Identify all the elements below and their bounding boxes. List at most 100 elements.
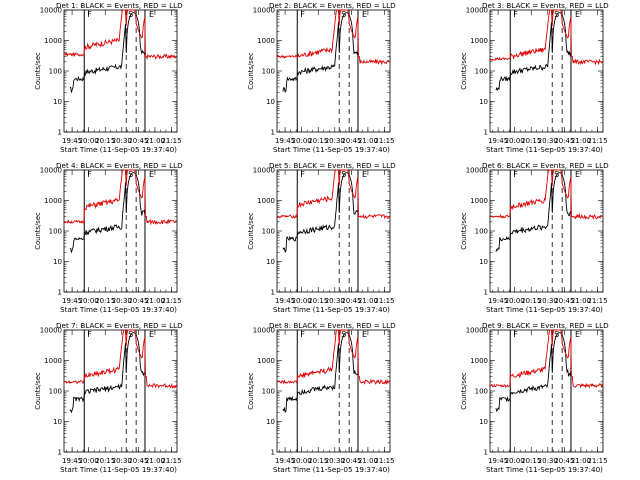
y-tick-label: 10000: [253, 7, 275, 15]
y-tick-label: 1: [58, 289, 62, 297]
y-tick-label: 10000: [466, 167, 488, 175]
lld-series-line: [64, 9, 177, 61]
y-tick-label: 10000: [466, 327, 488, 335]
chart-title: Det 6: BLACK = Events, RED = LLD: [482, 161, 609, 170]
x-tick-label: 20:30: [112, 297, 132, 305]
lld-series-line: [490, 329, 603, 389]
detector-panel-1: Det 1: BLACK = Events, RED = LLD 1 10 100 10…: [34, 1, 183, 154]
x-tick-label: 21:00: [571, 457, 591, 465]
events-series-line: [495, 332, 572, 412]
x-axis-label: Start Time (11-Sep-05 19:37:40): [60, 145, 177, 154]
detector-panel-4: Det 4: BLACK = Events, RED = LLD 1 10 100 10…: [34, 161, 183, 314]
x-tick-label: 20:00: [292, 137, 312, 145]
detector-panel-8: Det 8: BLACK = Events, RED = LLD 1 10 100 10…: [247, 321, 396, 474]
x-tick-label: 20:15: [308, 137, 328, 145]
x-tick-label: 19:45: [62, 297, 82, 305]
lld-series-line: [64, 329, 177, 390]
y-tick-label: 10: [266, 418, 275, 426]
y-tick-label: 1000: [470, 357, 488, 365]
event-marker-letter: F: [300, 10, 305, 19]
y-tick-label: 10000: [40, 7, 62, 15]
x-tick-label: 20:45: [554, 457, 574, 465]
x-tick-label: 20:15: [521, 457, 541, 465]
x-axis-label: Start Time (11-Sep-05 19:37:40): [486, 465, 603, 474]
x-tick-label: 21:15: [161, 457, 181, 465]
x-tick-label: 20:15: [308, 297, 328, 305]
y-tick-label: 1: [484, 129, 488, 137]
x-axis-label: Start Time (11-Sep-05 19:37:40): [486, 305, 603, 314]
chart-title: Det 5: BLACK = Events, RED = LLD: [269, 161, 396, 170]
x-tick-label: 21:15: [374, 457, 394, 465]
x-tick-label: 20:00: [79, 297, 99, 305]
chart-title: Det 1: BLACK = Events, RED = LLD: [56, 1, 183, 10]
event-marker-letter: F: [87, 10, 92, 19]
x-tick-label: 21:00: [571, 297, 591, 305]
x-tick-label: 20:15: [521, 297, 541, 305]
event-marker-letter: E: [575, 10, 580, 19]
lld-series-line: [277, 329, 390, 386]
y-tick-label: 1: [58, 129, 62, 137]
x-tick-label: 20:00: [505, 297, 525, 305]
y-tick-label: 100: [475, 388, 488, 396]
y-tick-label: 10000: [40, 327, 62, 335]
y-axis-label: Counts/sec: [460, 212, 468, 250]
y-tick-label: 1000: [470, 37, 488, 45]
x-tick-label: 21:15: [587, 297, 607, 305]
x-tick-label: 19:45: [488, 457, 508, 465]
event-marker-letter: E: [149, 10, 154, 19]
x-tick-label: 20:30: [538, 297, 558, 305]
events-series-line: [282, 12, 359, 93]
y-tick-label: 1000: [470, 197, 488, 205]
y-axis-label: Counts/sec: [460, 372, 468, 410]
y-tick-label: 100: [49, 388, 62, 396]
x-tick-label: 20:45: [128, 297, 148, 305]
plot-frame: [276, 329, 391, 453]
event-marker-letter: E: [362, 10, 367, 19]
event-marker-letter: F: [513, 170, 518, 179]
x-tick-label: 19:45: [275, 137, 295, 145]
detector-panel-7: Det 7: BLACK = Events, RED = LLD 1 10 100 10…: [34, 321, 183, 474]
chart-title: Det 9: BLACK = Events, RED = LLD: [482, 321, 609, 330]
detector-panel-5: Det 5: BLACK = Events, RED = LLD 1 10 100 10…: [247, 161, 396, 314]
x-tick-label: 21:15: [161, 297, 181, 305]
y-tick-label: 10: [479, 258, 488, 266]
plot-frame: [63, 329, 178, 453]
events-series-line: [69, 172, 146, 254]
x-axis-label: Start Time (11-Sep-05 19:37:40): [60, 305, 177, 314]
detector-panel-6: Det 6: BLACK = Events, RED = LLD 1 10 100 10…: [460, 161, 609, 314]
chart-title: Det 8: BLACK = Events, RED = LLD: [269, 321, 396, 330]
x-tick-label: 20:30: [325, 457, 345, 465]
x-tick-label: 20:00: [292, 457, 312, 465]
y-axis-label: Counts/sec: [247, 52, 255, 90]
y-tick-label: 10000: [40, 167, 62, 175]
y-axis-label: Counts/sec: [34, 52, 42, 90]
x-tick-label: 21:15: [374, 297, 394, 305]
lld-series-line: [490, 169, 603, 221]
y-tick-label: 1000: [44, 197, 62, 205]
x-axis-label: Start Time (11-Sep-05 19:37:40): [60, 465, 177, 474]
y-tick-label: 1000: [44, 37, 62, 45]
x-tick-label: 20:30: [112, 457, 132, 465]
x-tick-label: 21:15: [587, 137, 607, 145]
y-tick-label: 1000: [44, 357, 62, 365]
x-tick-label: 19:45: [62, 457, 82, 465]
x-tick-label: 20:30: [112, 137, 132, 145]
x-tick-label: 21:15: [587, 457, 607, 465]
x-tick-label: 20:45: [341, 457, 361, 465]
x-tick-label: 20:30: [325, 137, 345, 145]
event-marker-letter: E: [362, 170, 367, 179]
event-marker-letter: F: [300, 170, 305, 179]
y-tick-label: 10: [266, 258, 275, 266]
x-tick-label: 20:15: [95, 457, 115, 465]
detector-panel-2: Det 2: BLACK = Events, RED = LLD 1 10 100 10…: [247, 1, 396, 154]
x-tick-label: 20:15: [95, 137, 115, 145]
x-tick-label: 21:15: [374, 137, 394, 145]
plot-frame: [276, 9, 391, 133]
x-tick-label: 20:45: [128, 457, 148, 465]
plot-frame: [489, 9, 604, 133]
x-tick-label: 20:00: [292, 297, 312, 305]
x-tick-label: 20:45: [341, 137, 361, 145]
chart-title: Det 4: BLACK = Events, RED = LLD: [56, 161, 183, 170]
x-tick-label: 19:45: [62, 137, 82, 145]
x-tick-label: 20:45: [128, 137, 148, 145]
